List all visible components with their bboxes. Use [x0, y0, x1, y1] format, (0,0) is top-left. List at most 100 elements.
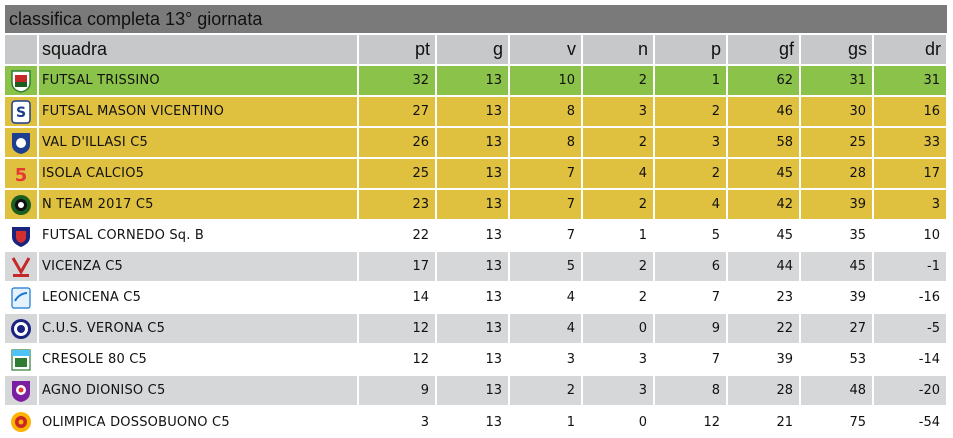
- cell-pt: 12: [358, 312, 437, 344]
- cell-gs: 39: [800, 281, 874, 313]
- team-name[interactable]: C.U.S. VERONA C5: [38, 312, 359, 344]
- cell-pt: 14: [358, 281, 437, 313]
- table-row[interactable]: OLIMPICA DOSSOBUONO C5 3 13 1 0 12 21 75 -54: [5, 405, 948, 437]
- header-v: v: [509, 33, 583, 65]
- table-row[interactable]: C.U.S. VERONA C5 12 13 4 0 9 22 27 -5: [5, 312, 948, 344]
- cell-p: 2: [654, 157, 728, 189]
- cell-gf: 23: [727, 281, 801, 313]
- header-gs: gs: [800, 33, 874, 65]
- header-dr: dr: [873, 33, 948, 65]
- team-name[interactable]: OLIMPICA DOSSOBUONO C5: [38, 405, 359, 437]
- header-team: squadra: [38, 33, 359, 65]
- table-row[interactable]: S FUTSAL MASON VICENTINO 27 13 8 3 2 46 30 16: [5, 95, 948, 127]
- standings-title: classifica completa 13° giornata: [5, 5, 947, 33]
- table-row[interactable]: N TEAM 2017 C5 23 13 7 2 4 42 39 3: [5, 188, 948, 220]
- team-logo-icon: 5: [5, 157, 39, 189]
- header-n: n: [582, 33, 655, 65]
- cell-g: 13: [436, 405, 510, 437]
- cell-gf: 28: [727, 374, 801, 406]
- header-pt: pt: [358, 33, 437, 65]
- cell-pt: 17: [358, 250, 437, 282]
- table-row[interactable]: FUTSAL TRISSINO 32 13 10 2 1 62 31 31: [5, 64, 948, 96]
- team-name[interactable]: AGNO DIONISO C5: [38, 374, 359, 406]
- team-logo-icon: [5, 64, 39, 96]
- team-name[interactable]: VAL D'ILLASI C5: [38, 126, 359, 158]
- cell-g: 13: [436, 250, 510, 282]
- cell-pt: 22: [358, 219, 437, 251]
- cell-dr: -16: [873, 281, 948, 313]
- cell-g: 13: [436, 95, 510, 127]
- cell-v: 8: [509, 126, 583, 158]
- cell-gf: 58: [727, 126, 801, 158]
- cell-v: 7: [509, 157, 583, 189]
- team-logo-icon: [5, 126, 39, 158]
- team-name[interactable]: FUTSAL MASON VICENTINO: [38, 95, 359, 127]
- cell-g: 13: [436, 281, 510, 313]
- table-row[interactable]: LEONICENA C5 14 13 4 2 7 23 39 -16: [5, 281, 948, 313]
- cell-pt: 3: [358, 405, 437, 437]
- team-name[interactable]: FUTSAL CORNEDO Sq. B: [38, 219, 359, 251]
- team-name[interactable]: FUTSAL TRISSINO: [38, 64, 359, 96]
- team-logo-icon: [5, 312, 39, 344]
- cell-dr: 3: [873, 188, 948, 220]
- team-logo-icon: [5, 374, 39, 406]
- table-row[interactable]: VAL D'ILLASI C5 26 13 8 2 3 58 25 33: [5, 126, 948, 158]
- cell-n: 4: [582, 157, 655, 189]
- cell-v: 4: [509, 312, 583, 344]
- cell-p: 3: [654, 126, 728, 158]
- cell-dr: -5: [873, 312, 948, 344]
- cell-dr: -14: [873, 343, 948, 375]
- cell-n: 3: [582, 343, 655, 375]
- standings-panel: classifica completa 13° giornata squadra…: [5, 5, 948, 437]
- cell-gs: 53: [800, 343, 874, 375]
- cell-gs: 45: [800, 250, 874, 282]
- cell-gf: 22: [727, 312, 801, 344]
- team-name[interactable]: N TEAM 2017 C5: [38, 188, 359, 220]
- cell-p: 5: [654, 219, 728, 251]
- cell-pt: 32: [358, 64, 437, 96]
- cell-p: 8: [654, 374, 728, 406]
- cell-p: 4: [654, 188, 728, 220]
- cell-g: 13: [436, 219, 510, 251]
- cell-v: 8: [509, 95, 583, 127]
- team-logo-icon: [5, 219, 39, 251]
- cell-gs: 28: [800, 157, 874, 189]
- team-logo-icon: [5, 188, 39, 220]
- cell-g: 13: [436, 126, 510, 158]
- team-name[interactable]: VICENZA C5: [38, 250, 359, 282]
- table-row[interactable]: VICENZA C5 17 13 5 2 6 44 45 -1: [5, 250, 948, 282]
- cell-n: 1: [582, 219, 655, 251]
- cell-dr: -1: [873, 250, 948, 282]
- cell-n: 0: [582, 312, 655, 344]
- cell-pt: 12: [358, 343, 437, 375]
- team-name[interactable]: ISOLA CALCIO5: [38, 157, 359, 189]
- cell-v: 3: [509, 343, 583, 375]
- table-row[interactable]: FUTSAL CORNEDO Sq. B 22 13 7 1 5 45 35 10: [5, 219, 948, 251]
- team-name[interactable]: LEONICENA C5: [38, 281, 359, 313]
- cell-g: 13: [436, 312, 510, 344]
- table-header-row: squadra pt g v n p gf gs dr: [5, 33, 948, 65]
- cell-p: 7: [654, 281, 728, 313]
- cell-p: 6: [654, 250, 728, 282]
- cell-gf: 39: [727, 343, 801, 375]
- table-row[interactable]: AGNO DIONISO C5 9 13 2 3 8 28 48 -20: [5, 374, 948, 406]
- standings-table: squadra pt g v n p gf gs dr FUTSAL TRISS…: [5, 33, 948, 437]
- cell-n: 0: [582, 405, 655, 437]
- cell-dr: 33: [873, 126, 948, 158]
- header-logo: [5, 33, 39, 65]
- team-logo-icon: [5, 281, 39, 313]
- cell-dr: -20: [873, 374, 948, 406]
- cell-g: 13: [436, 64, 510, 96]
- cell-gf: 45: [727, 157, 801, 189]
- cell-v: 7: [509, 188, 583, 220]
- cell-n: 2: [582, 250, 655, 282]
- team-name[interactable]: CRESOLE 80 C5: [38, 343, 359, 375]
- cell-dr: -54: [873, 405, 948, 437]
- cell-gs: 75: [800, 405, 874, 437]
- table-row[interactable]: 5 ISOLA CALCIO5 25 13 7 4 2 45 28 17: [5, 157, 948, 189]
- cell-dr: 31: [873, 64, 948, 96]
- cell-gs: 35: [800, 219, 874, 251]
- cell-v: 2: [509, 374, 583, 406]
- table-row[interactable]: CRESOLE 80 C5 12 13 3 3 7 39 53 -14: [5, 343, 948, 375]
- team-logo-icon: [5, 405, 39, 437]
